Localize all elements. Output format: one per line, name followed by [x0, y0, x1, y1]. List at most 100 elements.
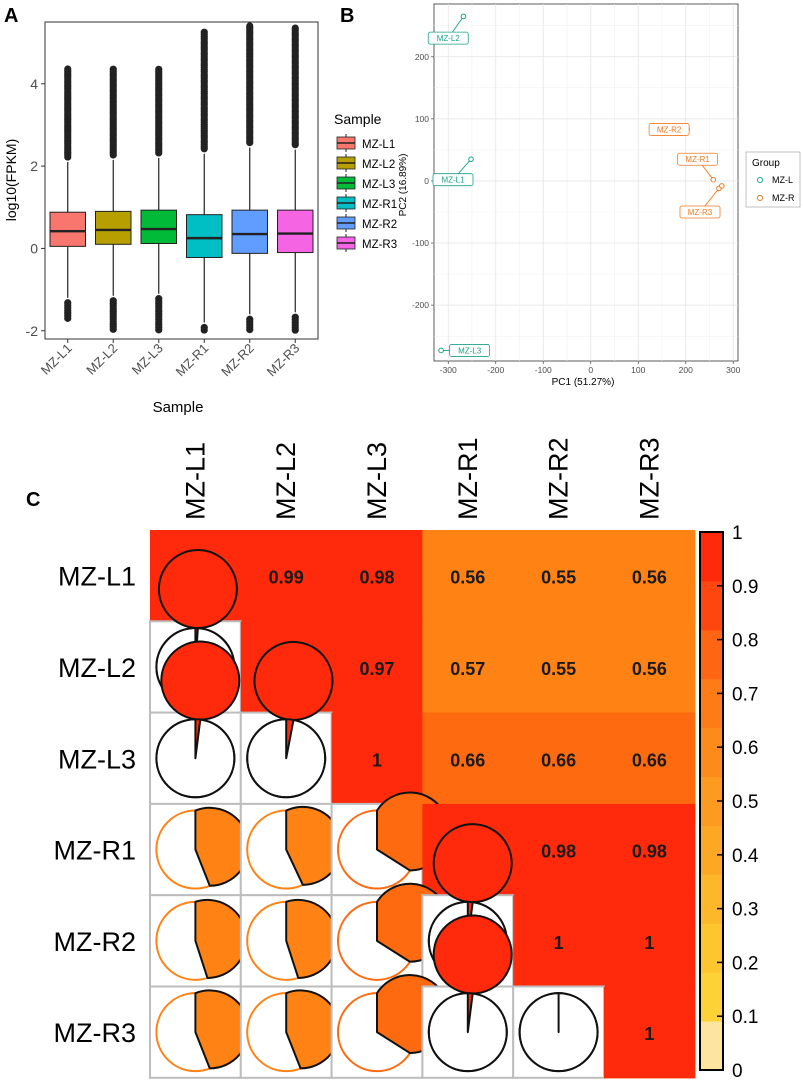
- correlation-value: 0.56: [632, 568, 667, 588]
- boxplot-legend-label: MZ-R2: [362, 219, 397, 231]
- boxplot-box: [140, 209, 177, 244]
- correlation-panel: 10.990.980.560.550.5610.970.570.550.5610…: [54, 438, 759, 1080]
- correlation-pie-outline: [246, 718, 327, 799]
- pca-legend-label: MZ-R: [772, 193, 795, 203]
- colorbar-tick-label: 0: [732, 1061, 743, 1080]
- correlation-value: 0.98: [632, 842, 667, 862]
- colorbar-segment: [700, 1021, 723, 1071]
- colorbar-tick-label: 1: [732, 523, 743, 544]
- boxplot-x-tick-label: MZ-R3: [264, 341, 303, 380]
- pca-ticks: -300 -200 -100 0 100 200 300 -200 -100 0 100 200: [412, 52, 741, 375]
- colorbar-tick-label: 0.9: [732, 577, 758, 598]
- correlation-cells: 1 0.99 0.98 0.56 0.55 0.56 1 0.97 0.57 0.55 0.56 1 0…: [149, 530, 696, 1079]
- boxplot-legend-label: MZ-R3: [362, 239, 397, 251]
- pca-y-tick-label: -100: [412, 238, 429, 248]
- correlation-cell: [331, 712, 423, 805]
- boxplot-y-axis-title: log10(FPKM): [3, 139, 19, 221]
- pca-point: [468, 156, 474, 163]
- boxplot-box: [231, 209, 268, 254]
- correlation-cell: [331, 621, 423, 714]
- boxplot-outlier-point: [246, 22, 254, 30]
- correlation-cell: [513, 803, 605, 896]
- correlation-row-label: MZ-L3: [58, 744, 136, 774]
- colorbar-tick-label: 0.5: [732, 792, 758, 813]
- correlation-row-label: MZ-L1: [58, 562, 136, 592]
- boxplot-legend-label: MZ-L3: [362, 179, 395, 191]
- correlation-row-label: MZ-L2: [58, 653, 136, 683]
- pca-label-box: [432, 173, 474, 187]
- colorbar-segment: [700, 629, 723, 680]
- correlation-value: 0.98: [359, 568, 394, 588]
- colorbar-segment: [700, 972, 723, 1022]
- correlation-pie-slice: [432, 823, 513, 942]
- correlation-cell: [422, 712, 514, 805]
- pca-label-box: [648, 123, 690, 136]
- boxplot-y-tick-label: 2: [30, 158, 38, 174]
- pca-point-label: MZ-R2: [657, 125, 682, 134]
- boxplot-panel: -2 0 2 4 MZ-L1 MZ-L2 MZ-L3 MZ-R1 MZ-R2 MZ-R3 log…: [3, 21, 397, 416]
- pca-point: [719, 183, 725, 189]
- correlation-column-labels: MZ-L1 MZ-L2 MZ-L3 MZ-R1 MZ-R2 MZ-R3: [180, 438, 664, 521]
- boxplot-outlier-point: [64, 65, 72, 73]
- boxplot-y-tick-label: -2: [26, 323, 39, 339]
- correlation-value: 1: [644, 933, 654, 953]
- pca-y-axis-title: PC2 (16.89%): [398, 154, 409, 217]
- boxplot-outlier-point: [155, 65, 163, 73]
- pca-x-tick-label: 100: [631, 365, 645, 375]
- boxplot-x-tick-label: MZ-R2: [218, 341, 257, 380]
- pca-point: [710, 176, 717, 183]
- correlation-cell: [513, 712, 605, 805]
- correlation-cell: [422, 621, 514, 714]
- correlation-cell: [331, 530, 423, 622]
- correlation-value: 0.66: [632, 750, 667, 770]
- pca-x-tick-label: 200: [679, 365, 693, 375]
- colorbar-tick-label: 0.3: [732, 900, 758, 921]
- boxplot-y-ticks: -2 0 2 4: [26, 76, 45, 339]
- correlation-row-labels: MZ-L1 MZ-L2 MZ-L3 MZ-R1 MZ-R2 MZ-R3: [54, 562, 137, 1049]
- pca-label-box: [427, 31, 469, 45]
- correlation-cell: [604, 530, 696, 622]
- colorbar-segment: [700, 923, 723, 973]
- colorbar-tick-label: 0.7: [732, 684, 758, 705]
- boxplot-legend-label: MZ-R1: [362, 199, 397, 211]
- boxplot-legend-title: Sample: [334, 111, 382, 127]
- pca-point-label: MZ-L2: [437, 34, 461, 43]
- correlation-cell: [513, 895, 605, 988]
- boxplot-outlier-point: [109, 65, 117, 73]
- boxplot-x-tick-label: MZ-L3: [129, 341, 166, 378]
- correlation-pie-slice: [160, 640, 241, 760]
- pca-label-box: [679, 205, 721, 219]
- pca-legend-key: [757, 195, 763, 201]
- boxplot-outlier-point: [200, 326, 208, 334]
- correlation-row-label: MZ-R1: [54, 836, 137, 866]
- colorbar-tick-label: 0.2: [732, 953, 758, 974]
- colorbar-segment: [700, 776, 723, 826]
- colorbar-tick-label: 0.4: [732, 846, 759, 867]
- colorbar-segment: [700, 532, 723, 582]
- colorbar-tick-label: 0.6: [732, 738, 758, 759]
- correlation-cell: [604, 895, 696, 988]
- correlation-cell: [604, 712, 696, 805]
- boxplot-x-ticks: MZ-L1 MZ-L2 MZ-L3 MZ-R1 MZ-R2 MZ-R3: [38, 339, 303, 380]
- correlation-column-label: MZ-L2: [271, 442, 301, 520]
- pca-y-tick-label: 200: [415, 52, 429, 62]
- pca-x-tick-label: 0: [588, 365, 593, 375]
- pca-x-axis-title: PC1 (51.27%): [552, 377, 615, 388]
- pca-point: [460, 13, 467, 20]
- boxplot-y-tick-label: 0: [30, 240, 38, 256]
- boxplot-outlier-point: [291, 24, 299, 32]
- boxplot-outlier-point: [291, 326, 299, 334]
- pca-panel: -300 -200 -100 0 100 200 300 -200 -100 0 100 200 MZ…: [398, 3, 801, 388]
- pca-y-tick-label: 100: [415, 114, 429, 124]
- correlation-value: 0.97: [359, 659, 394, 679]
- correlation-pie-slice: [432, 914, 513, 1034]
- pca-legend-box: [745, 151, 801, 208]
- panel-a-letter: A: [4, 5, 18, 27]
- boxplot-legend-label: MZ-L2: [362, 159, 395, 171]
- correlation-value: 0.55: [541, 568, 576, 588]
- boxplot-outlier-point: [155, 326, 163, 334]
- correlation-row-label: MZ-R2: [54, 927, 137, 957]
- colorbar-segment: [700, 678, 723, 729]
- boxplot-y-tick-label: 4: [30, 76, 38, 92]
